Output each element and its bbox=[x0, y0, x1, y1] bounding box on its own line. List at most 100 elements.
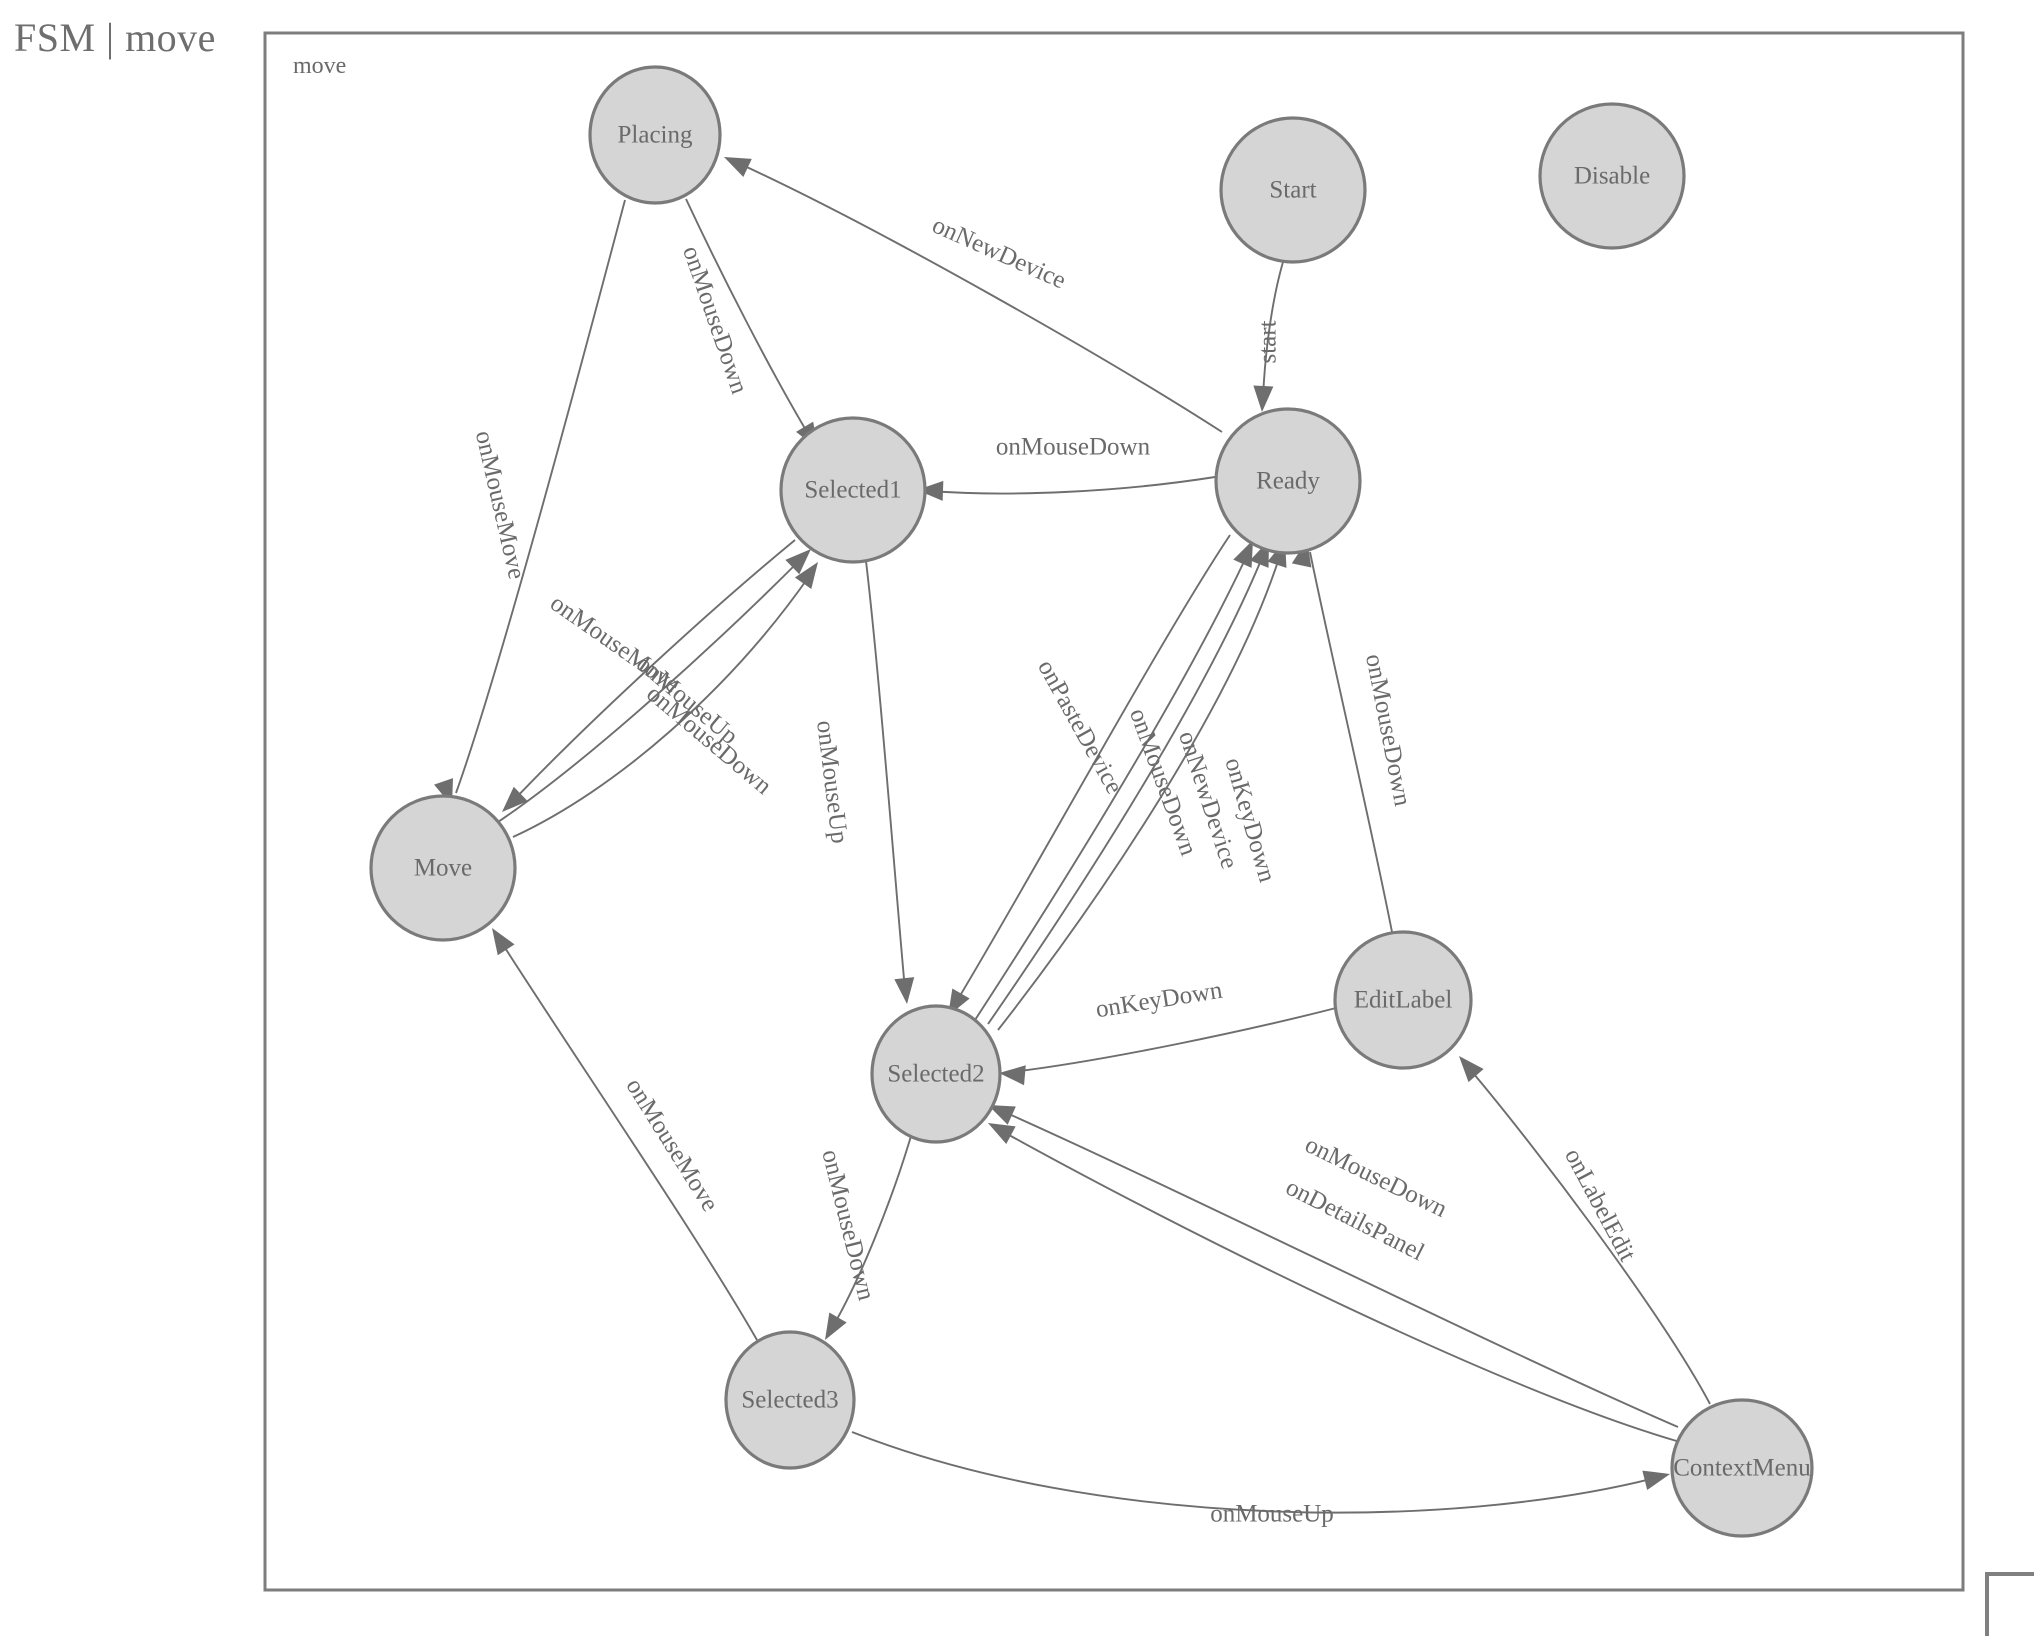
edge-selected3-to-move: onMouseMove bbox=[492, 928, 758, 1341]
arrowhead-icon bbox=[794, 562, 818, 590]
edge-label: onMouseDown bbox=[677, 243, 753, 398]
node-shape[interactable] bbox=[1219, 116, 1367, 264]
state-node-selected1[interactable]: Selected1 bbox=[779, 416, 927, 564]
node-label: Selected3 bbox=[741, 1387, 838, 1414]
edges-layer: startonNewDeviceonMouseDownonMouseDownon… bbox=[434, 157, 1711, 1528]
edge-selected2-to-ready: onKeyDown bbox=[997, 540, 1287, 1031]
node-shape[interactable] bbox=[1538, 102, 1686, 250]
edge-ready-to-placing: onNewDevice bbox=[724, 157, 1223, 433]
edge-path bbox=[954, 534, 1231, 1005]
arrowhead-icon bbox=[1642, 1470, 1670, 1490]
arrowhead-icon bbox=[988, 1123, 1016, 1145]
edge-path bbox=[999, 1109, 1679, 1428]
edge-label: onMouseUp bbox=[811, 719, 853, 845]
cluster-border bbox=[263, 31, 1965, 1592]
cluster-label: move bbox=[293, 53, 346, 79]
arrowhead-icon bbox=[785, 549, 811, 575]
arrowhead-icon bbox=[894, 977, 915, 1004]
edge-path bbox=[512, 574, 811, 838]
edge-label: onMouseDown bbox=[816, 1147, 880, 1304]
edge-label: onLabelEdit bbox=[1559, 1144, 1641, 1266]
state-node-move[interactable]: Move bbox=[369, 794, 517, 942]
node-label: EditLabel bbox=[1354, 987, 1453, 1014]
edge-path bbox=[997, 551, 1282, 1031]
arrowhead-icon bbox=[825, 1312, 847, 1340]
edge-path bbox=[974, 552, 1249, 1021]
node-shape[interactable] bbox=[1214, 407, 1362, 555]
node-label: ContextMenu bbox=[1673, 1455, 1811, 1482]
edge-ready-to-selected2: onPasteDevice bbox=[948, 534, 1231, 1016]
state-node-placing[interactable]: Placing bbox=[588, 65, 722, 205]
edge-label: onMouseUp bbox=[1210, 1501, 1334, 1528]
edge-selected3-to-contextmenu: onMouseUp bbox=[851, 1431, 1670, 1528]
state-node-disable[interactable]: Disable bbox=[1538, 102, 1686, 250]
edge-path bbox=[1467, 1066, 1711, 1405]
edge-path bbox=[999, 1129, 1681, 1443]
node-shape[interactable] bbox=[369, 794, 517, 942]
arrowhead-icon bbox=[502, 786, 528, 812]
edge-path bbox=[455, 199, 626, 794]
state-node-editlabel[interactable]: EditLabel bbox=[1333, 930, 1473, 1070]
edge-path bbox=[987, 552, 1265, 1025]
edge-path bbox=[1309, 551, 1393, 933]
node-label: Selected2 bbox=[887, 1061, 984, 1088]
arrowhead-icon bbox=[999, 1065, 1026, 1086]
state-node-selected3[interactable]: Selected3 bbox=[724, 1330, 856, 1470]
edge-selected1-to-selected2: onMouseUp bbox=[811, 560, 915, 1004]
arrowhead-icon bbox=[724, 157, 752, 178]
edge-path bbox=[499, 939, 758, 1341]
edge-start-to-ready: start bbox=[1253, 261, 1284, 412]
edge-contextmenu-to-editlabel: onLabelEdit bbox=[1459, 1056, 1711, 1405]
node-shape[interactable] bbox=[870, 1004, 1002, 1144]
edge-path bbox=[831, 1135, 912, 1329]
edge-path bbox=[497, 559, 801, 823]
node-shape[interactable] bbox=[1670, 1398, 1814, 1538]
edge-editlabel-to-selected2: onKeyDown bbox=[999, 977, 1337, 1086]
state-node-contextmenu[interactable]: ContextMenu bbox=[1670, 1398, 1814, 1538]
edge-path bbox=[929, 476, 1216, 495]
edge-label: onMouseDown bbox=[641, 680, 777, 800]
arrowhead-icon bbox=[988, 1105, 1016, 1125]
edge-path bbox=[1011, 1007, 1337, 1073]
edge-path bbox=[1262, 261, 1284, 399]
edge-label: onMouseDown bbox=[996, 434, 1151, 461]
cluster-move: move bbox=[263, 31, 1965, 1592]
edge-label: onMouseMove bbox=[620, 1074, 723, 1217]
node-shape[interactable] bbox=[588, 65, 722, 205]
edge-contextmenu-to-selected2: onMouseDown bbox=[988, 1105, 1679, 1428]
edge-label: start bbox=[1255, 320, 1282, 363]
node-label: Move bbox=[414, 855, 472, 882]
node-label: Ready bbox=[1256, 468, 1320, 495]
edge-path bbox=[511, 539, 796, 803]
node-label: Start bbox=[1269, 177, 1316, 204]
edge-label: onMouseMove bbox=[470, 428, 530, 582]
arrowhead-icon bbox=[1233, 540, 1253, 568]
edge-ready-to-selected1: onMouseDown bbox=[917, 434, 1216, 501]
edge-label: onMouseDown bbox=[1360, 652, 1416, 809]
arrowhead-icon bbox=[492, 928, 515, 956]
page-title: FSM | move bbox=[14, 15, 216, 60]
node-shape[interactable] bbox=[1333, 930, 1473, 1070]
edge-path bbox=[851, 1431, 1656, 1514]
state-node-selected2[interactable]: Selected2 bbox=[870, 1004, 1002, 1144]
edge-path bbox=[685, 198, 811, 438]
arrowhead-icon bbox=[1459, 1056, 1484, 1083]
arrowhead-icon bbox=[1253, 385, 1274, 412]
edge-path bbox=[865, 560, 906, 991]
state-node-ready[interactable]: Ready bbox=[1214, 407, 1362, 555]
edge-label: onPasteDevice bbox=[1032, 655, 1128, 798]
edge-path bbox=[737, 162, 1223, 433]
edge-selected2-to-selected3: onMouseDown bbox=[816, 1135, 912, 1340]
arrowhead-icon bbox=[917, 480, 944, 501]
node-label: Placing bbox=[618, 122, 693, 149]
node-label: Selected1 bbox=[804, 477, 901, 504]
node-shape[interactable] bbox=[779, 416, 927, 564]
nodes-layer: Placing Start Disable Selected1 Ready Move Edi… bbox=[369, 65, 1814, 1538]
viewport-frame-corner bbox=[1985, 1572, 2034, 1636]
state-node-start[interactable]: Start bbox=[1219, 116, 1367, 264]
node-shape[interactable] bbox=[724, 1330, 856, 1470]
edge-label: onKeyDown bbox=[1094, 977, 1225, 1024]
node-label: Disable bbox=[1574, 163, 1650, 190]
